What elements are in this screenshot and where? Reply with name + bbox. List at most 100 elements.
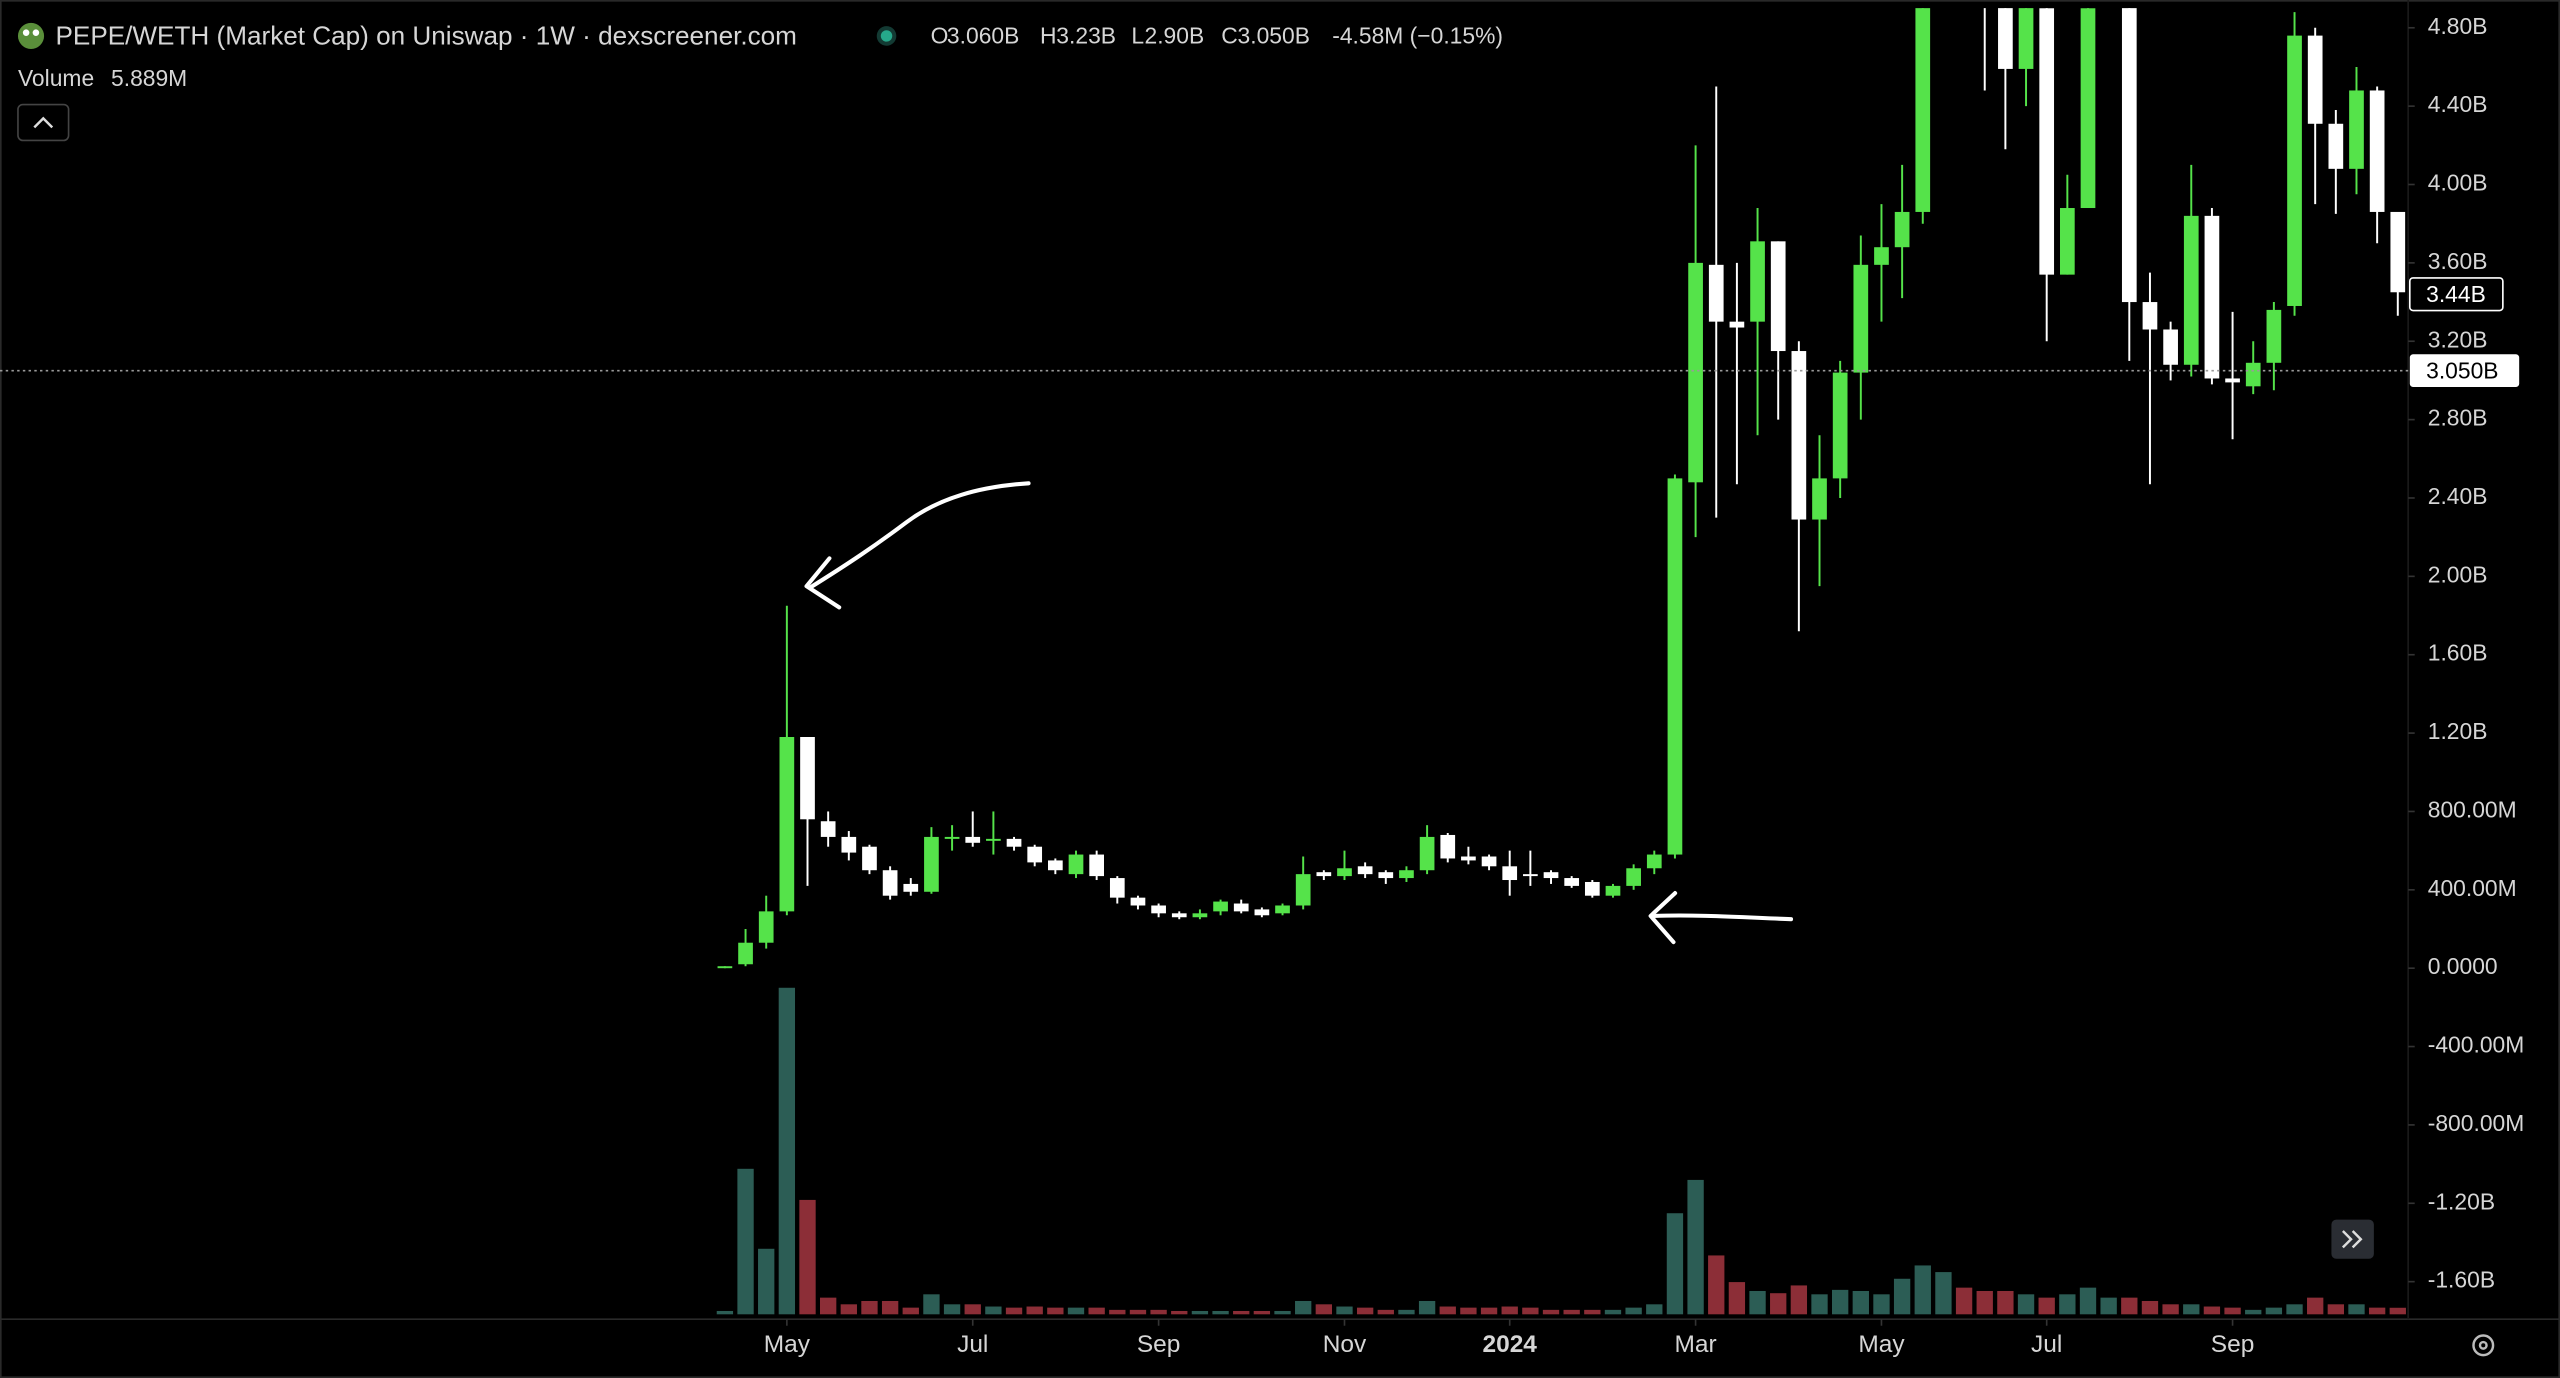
volume-bar — [1873, 1294, 1890, 1315]
y-tick-label: -400.00M — [2428, 1032, 2525, 1058]
y-tick-label: 2.00B — [2428, 561, 2488, 587]
volume-bar — [1997, 1290, 2014, 1315]
volume-bar — [2245, 1309, 2262, 1315]
volume-bar — [2327, 1304, 2344, 1315]
candle-body — [1295, 874, 1311, 906]
volume-bar — [1832, 1289, 1849, 1315]
settings-button[interactable] — [2472, 1334, 2495, 1357]
volume-bar — [1852, 1290, 1869, 1315]
volume-bar — [1914, 1265, 1931, 1315]
volume-bar — [1749, 1290, 1766, 1315]
candle-body — [1233, 903, 1249, 912]
ohlc-value: 3.050B — [1238, 23, 1310, 49]
volume-bar — [2038, 1297, 2055, 1315]
volume-bar — [1666, 1213, 1684, 1315]
collapse-button[interactable] — [17, 103, 70, 142]
candle-body — [2121, 8, 2137, 303]
x-tick-label: May — [1858, 1331, 1905, 1358]
volume-bar — [2121, 1297, 2138, 1315]
y-tick-label: 1.60B — [2428, 640, 2488, 666]
candle-body — [2163, 329, 2178, 365]
candle-body — [986, 838, 1001, 841]
volume-bar — [1501, 1306, 1518, 1315]
candle-body — [1874, 247, 1889, 265]
volume-bar — [1604, 1309, 1622, 1315]
candle-body — [1915, 8, 1931, 212]
pair-icon-eye — [22, 29, 30, 36]
volume-bar — [1728, 1282, 1746, 1315]
volume-bar — [923, 1294, 940, 1315]
collapse-icon — [33, 116, 54, 129]
price-label: 3.44B — [2426, 281, 2486, 307]
volume-bar — [1274, 1310, 1291, 1315]
volume-bar — [1584, 1309, 1601, 1315]
volume-bar — [1191, 1310, 1209, 1315]
volume-bar — [1377, 1309, 1394, 1315]
y-tick-label: -800.00M — [2428, 1110, 2525, 1136]
volume-bar — [1439, 1306, 1456, 1315]
ohlc-value: 2.90B — [1144, 23, 1204, 49]
candle-body — [1523, 874, 1538, 877]
status-dot — [880, 30, 893, 42]
x-tick-label: Jul — [957, 1331, 988, 1358]
volume-bar — [1067, 1307, 1085, 1315]
candle-body — [1626, 868, 1641, 886]
y-tick-label: 4.00B — [2428, 170, 2488, 196]
volume-bar — [861, 1300, 878, 1315]
volume-bar — [1171, 1310, 1188, 1315]
x-tick-label: Nov — [1323, 1331, 1367, 1358]
volume-bar — [820, 1297, 837, 1315]
x-tick-label: Sep — [2211, 1331, 2255, 1358]
candle-body — [1564, 878, 1580, 886]
candle-body — [1461, 856, 1476, 861]
ohlc-key: H — [1040, 23, 1057, 49]
candle-body — [1770, 241, 1786, 352]
candle-body — [2142, 302, 2158, 330]
volume-bar — [1687, 1179, 1704, 1315]
pair-icon-eye — [32, 29, 40, 36]
y-tick-label: 800.00M — [2428, 796, 2517, 822]
candle-body — [2204, 215, 2220, 379]
candle-body — [1378, 872, 1394, 879]
candle-body — [2018, 8, 2034, 69]
candle-body — [2307, 35, 2323, 124]
ohlc-key: L — [1131, 23, 1144, 49]
y-tick-label: 4.80B — [2428, 13, 2488, 39]
settings-icon — [2478, 1340, 2488, 1350]
volume-bar — [1150, 1309, 1167, 1315]
volume-bar — [716, 1310, 734, 1315]
volume-bar — [1542, 1309, 1560, 1315]
candle-body — [2328, 123, 2344, 169]
y-tick-label: -1.20B — [2428, 1188, 2495, 1214]
volume-bar — [799, 1199, 816, 1315]
candle-body — [1584, 881, 1600, 896]
candle-body — [738, 942, 753, 965]
candle-body — [1688, 262, 1703, 483]
volume-bar — [1480, 1307, 1498, 1315]
volume-bar — [1315, 1304, 1332, 1315]
volume-bar — [1233, 1310, 1250, 1315]
volume-bar — [1460, 1307, 1477, 1315]
last-price-box — [2409, 354, 2520, 387]
candle-body — [1357, 866, 1373, 875]
candle-body — [1337, 868, 1352, 877]
ohlc-change: -4.58M (−0.15%) — [1332, 23, 1503, 49]
volume-bar — [758, 1248, 775, 1315]
scroll-icon — [2341, 1230, 2363, 1249]
volume-bar — [1770, 1293, 1787, 1315]
y-tick-label: 0.0000 — [2428, 953, 2498, 979]
candle-body — [2266, 309, 2282, 363]
volume-bar — [1976, 1290, 1993, 1315]
candle-body — [2349, 90, 2364, 169]
volume-bar — [1005, 1307, 1023, 1315]
candle-body — [2039, 8, 2055, 275]
volume-bar — [1563, 1309, 1580, 1315]
candle-body — [1791, 351, 1807, 520]
candle-body — [820, 821, 836, 837]
candle-body — [1605, 885, 1621, 896]
volume-bar — [964, 1304, 981, 1315]
x-tick-label: Mar — [1675, 1331, 1717, 1358]
candle-body — [758, 911, 774, 943]
